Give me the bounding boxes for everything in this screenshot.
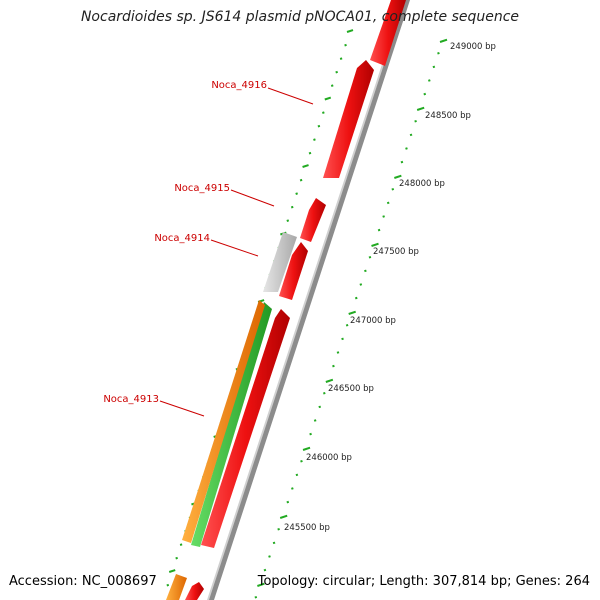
ruler-major-tick (302, 446, 311, 451)
ruler-minor-tick (423, 92, 427, 96)
inner-major-tick (302, 164, 309, 168)
inner-minor-tick (290, 205, 294, 209)
ruler-minor-tick (263, 568, 267, 572)
feature-green (191, 302, 272, 547)
scale-ruler (254, 38, 448, 599)
ruler-minor-tick (268, 555, 271, 558)
ruler-label: 247000 bp (350, 316, 396, 326)
inner-minor-tick (344, 43, 347, 47)
ruler-label: 246000 bp (306, 453, 352, 463)
map-title: Nocardioides sp. JS614 plasmid pNOCA01, … (80, 9, 520, 25)
feature-track (166, 0, 406, 600)
leader-line-noca-4914 (210, 239, 259, 257)
feature-orange (182, 300, 265, 543)
ruler-minor-tick (377, 228, 381, 232)
inner-minor-tick (330, 84, 334, 87)
cds-lower (185, 582, 204, 600)
inner-major-tick (346, 29, 354, 33)
ruler-minor-tick (386, 201, 390, 205)
gene-label-noca-4914[interactable]: Noca_4914 (154, 233, 210, 244)
ruler-label: 249000 bp (450, 42, 496, 52)
ruler-minor-tick (345, 323, 349, 327)
inner-minor-tick (335, 70, 338, 74)
topology-summary: Topology: circular; Length: 307,814 bp; … (257, 574, 590, 589)
ruler-major-tick (394, 174, 402, 179)
inner-minor-tick (286, 219, 290, 222)
cds-noca-4915 (300, 198, 326, 242)
sequence-backbone-highlight (207, 0, 405, 600)
ruler-major-tick (439, 38, 448, 43)
inner-minor-tick (308, 151, 312, 155)
inner-minor-tick (179, 543, 183, 546)
ruler-minor-tick (409, 133, 413, 137)
accession-text: Accession: NC_008697 (9, 574, 157, 589)
ruler-major-tick (416, 106, 425, 111)
ruler-minor-tick (336, 351, 340, 354)
inner-minor-tick (322, 111, 325, 114)
gene-label-noca-4916[interactable]: Noca_4916 (211, 80, 267, 91)
ruler-label: 245500 bp (284, 523, 330, 533)
feature-orange-lower (166, 574, 187, 600)
cds-noca-4916 (323, 60, 374, 178)
cds-noca-4917 (370, 0, 406, 66)
ruler-minor-tick (313, 419, 317, 422)
ruler-minor-tick (382, 215, 385, 218)
inner-major-tick (168, 569, 176, 573)
ruler-major-tick (325, 378, 334, 383)
ruler-label: 248500 bp (425, 111, 471, 121)
inner-minor-tick (295, 192, 298, 195)
ruler-minor-tick (359, 283, 363, 286)
ruler-label: 246500 bp (328, 384, 374, 394)
ruler-minor-tick (400, 160, 404, 164)
ruler-label: 248000 bp (399, 179, 445, 189)
ruler-minor-tick (295, 473, 299, 477)
ruler-minor-tick (309, 432, 312, 436)
ruler-label: 247500 bp (373, 247, 419, 257)
leader-line-noca-4913 (159, 400, 205, 417)
ruler-minor-tick (272, 541, 276, 545)
leader-line-noca-4915 (230, 189, 275, 207)
ruler-minor-tick (405, 147, 408, 150)
cds-noca-4913 (201, 309, 290, 548)
cds-noca-4914 (279, 242, 308, 300)
sequence-backbone (208, 0, 410, 600)
ruler-minor-tick (300, 459, 303, 463)
inner-minor-tick (339, 57, 343, 60)
ruler-minor-tick (432, 65, 436, 69)
ruler-minor-tick (318, 405, 322, 409)
gene-label-noca-4915[interactable]: Noca_4915 (174, 183, 230, 194)
cds-gray (263, 232, 297, 292)
ruler-major-tick (279, 514, 288, 519)
ruler-minor-tick (254, 595, 258, 599)
ruler-major-tick (371, 242, 379, 247)
ruler-major-tick (348, 310, 356, 315)
ruler-minor-tick (286, 500, 290, 504)
inner-major-tick (324, 96, 332, 101)
inner-minor-tick (175, 556, 178, 560)
inner-minor-tick (313, 138, 316, 141)
ruler-minor-tick (341, 337, 344, 341)
ruler-minor-tick (364, 269, 367, 273)
inner-minor-tick (317, 124, 321, 128)
ruler-minor-tick (277, 527, 280, 531)
inner-minor-tick (166, 583, 170, 587)
ruler-minor-tick (354, 296, 358, 300)
ruler-minor-tick (437, 51, 440, 55)
ruler-minor-tick (368, 255, 372, 259)
ruler-minor-tick (391, 187, 395, 191)
inner-minor-tick (299, 178, 303, 182)
ruler-major-tick (257, 582, 265, 587)
ruler-minor-tick (414, 119, 417, 123)
ruler-minor-tick (322, 391, 326, 395)
ruler-minor-tick (332, 364, 335, 368)
ruler-minor-tick (291, 487, 294, 490)
gene-label-noca-4913[interactable]: Noca_4913 (103, 394, 159, 405)
leader-line-noca-4916 (267, 87, 314, 105)
ruler-minor-tick (427, 79, 431, 82)
